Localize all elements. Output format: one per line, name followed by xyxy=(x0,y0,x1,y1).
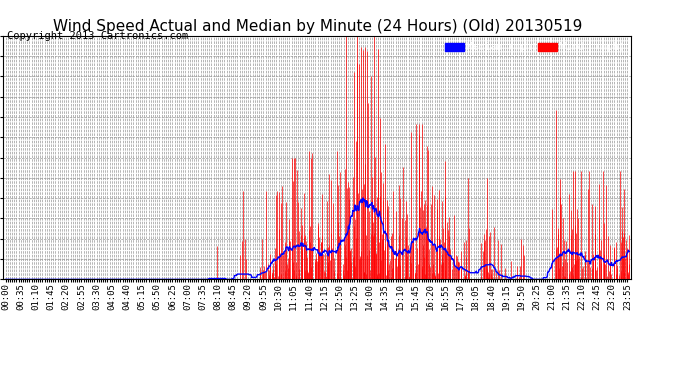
Text: Copyright 2013 Cartronics.com: Copyright 2013 Cartronics.com xyxy=(7,32,188,41)
Legend: Median (mph), Wind  (mph): Median (mph), Wind (mph) xyxy=(443,40,627,54)
Title: Wind Speed Actual and Median by Minute (24 Hours) (Old) 20130519: Wind Speed Actual and Median by Minute (… xyxy=(52,20,582,34)
